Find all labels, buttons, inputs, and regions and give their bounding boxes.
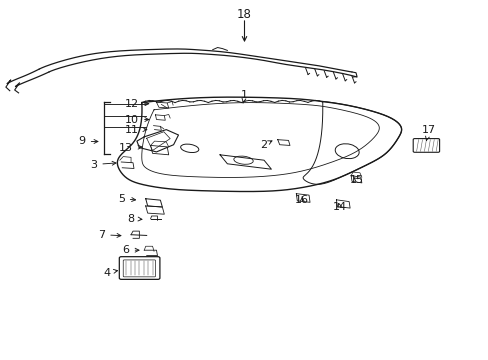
Text: 8: 8 [127, 213, 142, 224]
Text: 4: 4 [103, 267, 117, 278]
Text: 6: 6 [122, 245, 139, 255]
Text: 17: 17 [422, 125, 435, 140]
Text: 10: 10 [125, 114, 148, 125]
Text: 11: 11 [125, 125, 146, 135]
Text: 5: 5 [118, 194, 135, 204]
Text: 16: 16 [295, 195, 308, 205]
Text: 14: 14 [332, 202, 346, 212]
Text: 3: 3 [90, 159, 116, 170]
Text: 9: 9 [79, 136, 98, 147]
Text: 18: 18 [237, 8, 251, 21]
Text: 2: 2 [260, 140, 271, 150]
Text: 1: 1 [241, 90, 247, 103]
Text: 12: 12 [125, 99, 148, 109]
Text: 13: 13 [119, 143, 142, 153]
Text: 7: 7 [98, 230, 121, 240]
Text: 15: 15 [349, 175, 363, 185]
